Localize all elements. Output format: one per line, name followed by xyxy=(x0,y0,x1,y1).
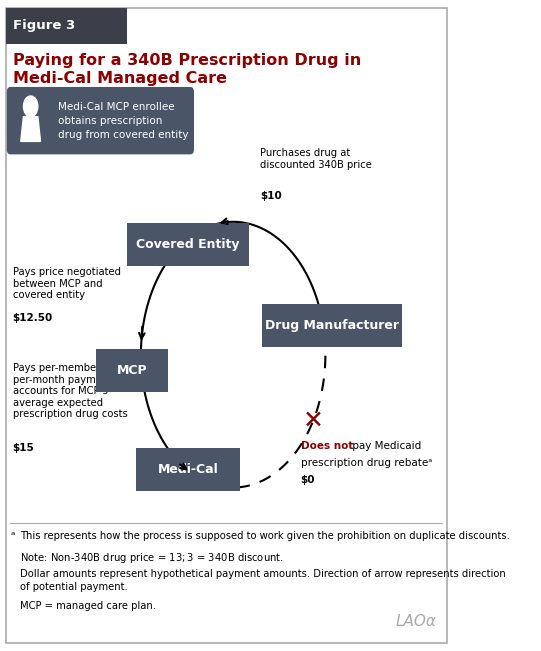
Text: Note: Non-340B drug price = $13; $3 = 340B discount.: Note: Non-340B drug price = $13; $3 = 34… xyxy=(21,551,284,565)
FancyBboxPatch shape xyxy=(7,87,194,154)
Text: $15: $15 xyxy=(12,443,35,454)
Text: Paying for a 340B Prescription Drug in: Paying for a 340B Prescription Drug in xyxy=(12,53,361,68)
FancyBboxPatch shape xyxy=(136,448,240,491)
Circle shape xyxy=(23,96,38,117)
Text: $10: $10 xyxy=(260,191,282,201)
Text: This represents how the process is supposed to work given the prohibition on dup: This represents how the process is suppo… xyxy=(21,531,510,541)
Text: Medi-Cal MCP enrollee
obtains prescription
drug from covered entity: Medi-Cal MCP enrollee obtains prescripti… xyxy=(58,102,188,140)
Text: $0: $0 xyxy=(301,475,315,484)
Text: LAOα: LAOα xyxy=(395,614,436,629)
Text: Purchases drug at
discounted 340B price: Purchases drug at discounted 340B price xyxy=(260,148,372,170)
Text: ᵃ: ᵃ xyxy=(10,531,15,541)
FancyBboxPatch shape xyxy=(6,8,127,44)
FancyBboxPatch shape xyxy=(96,350,168,393)
Text: Pays price negotiated
between MCP and
covered entity: Pays price negotiated between MCP and co… xyxy=(12,267,121,300)
Text: of potential payment.: of potential payment. xyxy=(21,582,128,592)
Text: Covered Entity: Covered Entity xyxy=(136,238,240,251)
Text: Figure 3: Figure 3 xyxy=(12,19,75,32)
Text: MCP: MCP xyxy=(116,365,147,378)
Text: ✕: ✕ xyxy=(302,409,324,433)
Text: pay Medicaid: pay Medicaid xyxy=(349,441,421,451)
Text: Drug Manufacturer: Drug Manufacturer xyxy=(265,319,399,332)
Text: Medi-Cal: Medi-Cal xyxy=(158,463,219,476)
Text: Medi-Cal Managed Care: Medi-Cal Managed Care xyxy=(12,71,227,86)
Text: Pays per-member
per-month payment that
accounts for MCP’s
average expected
presc: Pays per-member per-month payment that a… xyxy=(12,363,135,419)
Text: Dollar amounts represent hypothetical payment amounts. Direction of arrow repres: Dollar amounts represent hypothetical pa… xyxy=(21,569,506,579)
Text: $12.50: $12.50 xyxy=(12,312,53,322)
Text: Does not: Does not xyxy=(301,441,353,451)
FancyBboxPatch shape xyxy=(262,304,402,347)
Text: MCP = managed care plan.: MCP = managed care plan. xyxy=(21,601,156,611)
Polygon shape xyxy=(21,117,41,141)
FancyBboxPatch shape xyxy=(127,223,249,266)
Text: prescription drug rebateᵃ: prescription drug rebateᵃ xyxy=(301,458,432,467)
